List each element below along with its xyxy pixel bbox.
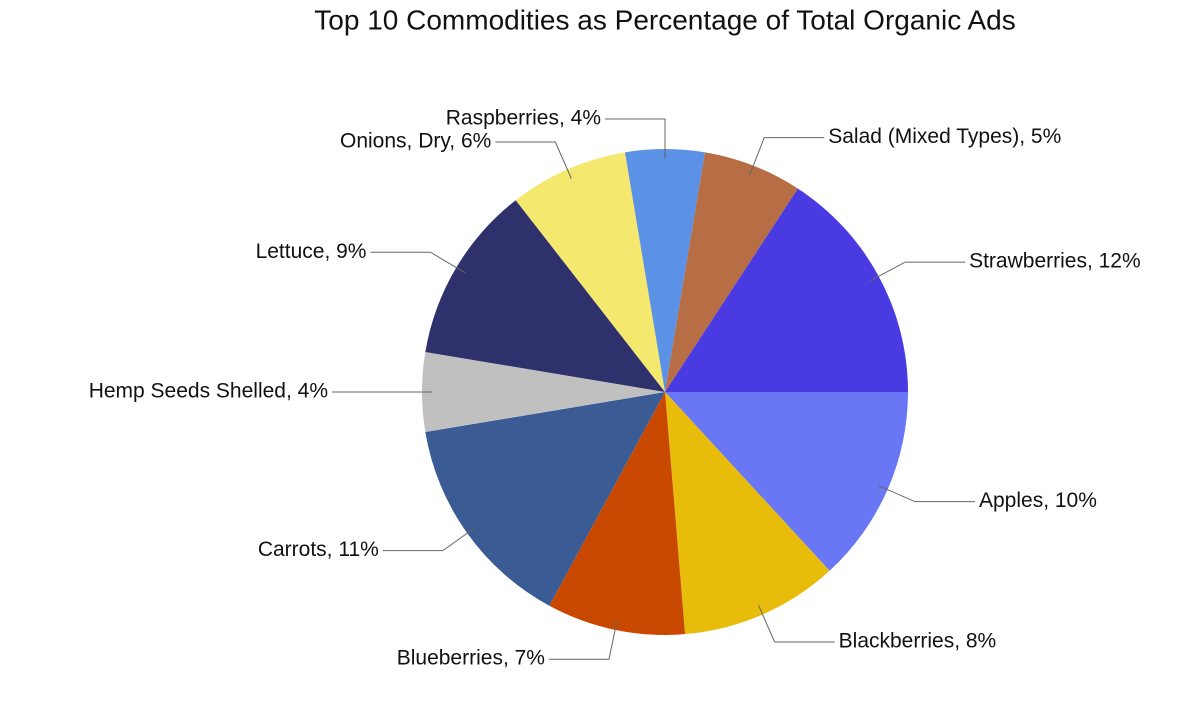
chart-title: Top 10 Commodities as Percentage of Tota… <box>314 4 1015 35</box>
data-label: Hemp Seeds Shelled, 4% <box>89 380 328 403</box>
leader-line <box>758 605 835 643</box>
pie-slice <box>425 200 665 392</box>
data-label: Strawberries, 12% <box>969 250 1141 273</box>
leader-line <box>605 118 666 159</box>
leader-line <box>548 619 618 660</box>
leader-line <box>495 141 572 179</box>
pie-slice <box>422 352 665 432</box>
pie-slice <box>425 392 665 606</box>
leader-line <box>382 526 476 552</box>
pie-slice <box>549 392 686 635</box>
pie-slice <box>665 392 908 571</box>
data-label: Lettuce, 9% <box>256 240 367 263</box>
data-label: Blackberries, 8% <box>839 630 997 653</box>
leader-line <box>749 137 825 176</box>
pie-slice <box>625 149 705 392</box>
leader-line <box>370 251 466 274</box>
data-label: Apples, 10% <box>979 489 1097 512</box>
pie-slice <box>665 152 798 392</box>
pie-slice <box>665 188 908 392</box>
pie-slice <box>515 152 665 392</box>
data-label: Raspberries, 4% <box>446 107 601 130</box>
leader-line <box>869 261 966 282</box>
data-label: Carrots, 11% <box>258 538 379 561</box>
data-label: Blueberries, 7% <box>397 647 545 670</box>
data-label: Salad (Mixed Types), 5% <box>828 125 1061 148</box>
data-label: Onions, Dry, 6% <box>340 130 491 153</box>
pie-slice <box>665 392 830 635</box>
leader-line <box>878 485 976 503</box>
